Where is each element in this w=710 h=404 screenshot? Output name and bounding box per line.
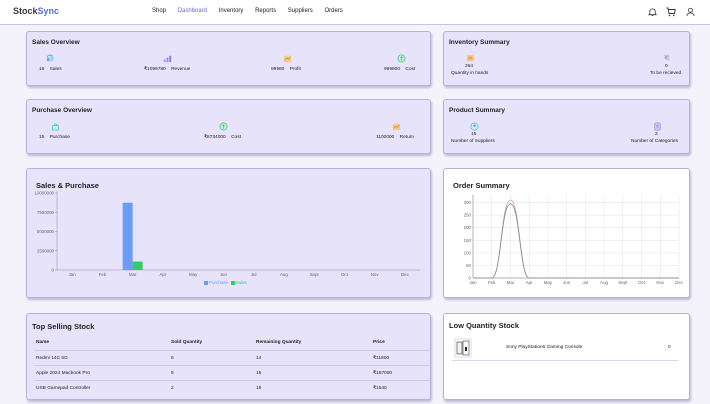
cart-icon[interactable] xyxy=(666,7,676,17)
bell-icon[interactable] xyxy=(648,7,657,17)
revenue-chart-icon xyxy=(163,55,172,63)
profit-icon xyxy=(283,55,292,63)
series-line-ordered xyxy=(473,199,679,279)
x-tick-label: May xyxy=(544,280,553,285)
x-tick-label: Sept xyxy=(618,280,628,285)
x-tick-label: Jul xyxy=(583,280,589,285)
x-tick-label: Jul xyxy=(251,272,257,277)
table-row[interactable]: USB Gamepad Controller 2 18 ₹1540 xyxy=(35,380,430,395)
bar-purchase xyxy=(122,202,133,270)
y-tick-label: 300 xyxy=(464,200,472,205)
legend-swatch-purchase xyxy=(204,280,208,285)
nav-link-suppliers[interactable]: Suppliers xyxy=(287,8,313,14)
purchase-bag-icon xyxy=(52,123,59,131)
order-summary-card: Order Summary Jan Feb Mar Apr May Jun Jul Aug Se… xyxy=(443,168,690,298)
x-tick-label: Oct xyxy=(341,272,349,277)
bar-sales xyxy=(132,261,143,270)
order-summary-chart: Jan Feb Mar Apr May Jun Jul Aug Sept Oct Nov Dec 0 50… xyxy=(464,195,684,285)
x-tick-label: Apr xyxy=(526,280,533,285)
nav-links: Shop Dashboard Inventory Reports Supplie… xyxy=(152,8,353,14)
product-summary-title: Product Summary xyxy=(449,107,505,114)
low-quantity-title: Low Quantity Stock xyxy=(449,321,520,330)
x-tick-label: Mar xyxy=(507,280,515,285)
nav-link-shop[interactable]: Shop xyxy=(152,8,167,14)
user-profile-icon[interactable] xyxy=(686,7,695,17)
y-tick-label: 5000000 xyxy=(37,229,55,234)
inventory-summary-title: Inventory Summary xyxy=(449,39,510,46)
sales-icon xyxy=(46,54,54,62)
y-tick-label: 100 xyxy=(464,250,472,255)
y-tick-label: 10000000 xyxy=(34,191,54,196)
legend-swatch-sales xyxy=(230,280,235,285)
nav-link-inventory[interactable]: Inventory xyxy=(218,8,244,14)
top-selling-title: Top Selling Stock xyxy=(32,322,95,331)
nav-link-reports[interactable]: Reports xyxy=(255,8,277,14)
y-tick-label: 50 xyxy=(466,263,471,268)
series-line-delivered xyxy=(473,203,679,279)
x-tick-label: Jan xyxy=(69,272,77,277)
categories-icon xyxy=(654,122,661,131)
y-tick-label: 7500000 xyxy=(37,210,55,215)
x-tick-label: Oct xyxy=(638,280,646,285)
x-tick-label: Apr xyxy=(159,272,166,277)
x-tick-label: Feb xyxy=(99,272,107,277)
sales-overview-title: Sales Overview xyxy=(32,39,80,46)
top-selling-stock-card: Top Selling Stock Name Sold Quantity Rem… xyxy=(26,313,431,400)
low-stock-item-name: Sony PlayStation5 Gaming Console xyxy=(506,345,583,350)
purchase-overview-card: Purchase Overview 15 Purchase ₹8734000 C… xyxy=(26,99,431,154)
brand-logo[interactable]: StockSync xyxy=(13,6,60,16)
product-summary-card: Product Summary 15 Number of Suppliers 3… xyxy=(443,99,690,154)
nav-link-dashboard[interactable]: Dashboard xyxy=(177,8,208,14)
purchase-overview-title: Purchase Overview xyxy=(32,107,92,114)
sales-purchase-title: Sales & Purchase xyxy=(36,181,99,190)
y-tick-label: 0 xyxy=(469,276,472,281)
x-tick-label: Dec xyxy=(675,280,684,285)
x-tick-label: Jan xyxy=(469,280,477,285)
y-tick-label: 2500000 xyxy=(37,248,55,253)
return-icon xyxy=(392,123,401,131)
sales-overview-card: Sales Overview 16 Sales ₹1099780 Revenue… xyxy=(26,31,431,86)
x-tick-label: Mar xyxy=(129,272,137,277)
table-row[interactable]: Apple 2024 Macbook Pro 5 15 ₹167000 xyxy=(35,365,430,380)
x-tick-label: May xyxy=(189,272,198,277)
list-item[interactable]: Sony PlayStation5 Gaming Console 0 xyxy=(452,337,678,361)
product-thumbnail xyxy=(454,338,472,358)
x-tick-label: Jun xyxy=(220,272,228,277)
to-be-received-icon xyxy=(663,54,670,61)
top-navbar: StockSync Shop Dashboard Inventory Repor… xyxy=(0,0,710,25)
nav-link-orders[interactable]: Orders xyxy=(324,8,343,14)
table-header: Name Sold Quantity Remaining Quantity Pr… xyxy=(36,340,385,345)
cost-icon xyxy=(219,122,228,131)
x-tick-label: Dec xyxy=(401,272,410,277)
cost-icon xyxy=(397,54,406,63)
nav-icons xyxy=(648,7,698,17)
suppliers-icon xyxy=(470,122,479,131)
y-tick-label: 250 xyxy=(464,213,472,218)
x-tick-label: Jun xyxy=(563,280,571,285)
quantity-icon xyxy=(466,54,475,62)
sales-purchase-card: Sales & Purchase 0 2500000 5000000 7500000 1… xyxy=(26,168,431,298)
x-tick-label: Sept xyxy=(310,272,320,277)
y-tick-label: 150 xyxy=(464,238,472,243)
y-tick-label: 0 xyxy=(52,268,55,273)
inventory-summary-card: Inventory Summary 264 Quantity in hands … xyxy=(443,31,690,86)
y-tick-label: 200 xyxy=(464,225,472,230)
sales-purchase-chart: 0 2500000 5000000 7500000 10000000 Jan Feb Mar A… xyxy=(34,191,420,277)
low-stock-item-qty: 0 xyxy=(668,345,671,350)
x-tick-label: Aug xyxy=(280,272,288,277)
table-row[interactable]: Redmi 14C 5G 6 14 ₹11800 xyxy=(35,350,430,365)
x-tick-label: Nov xyxy=(371,272,380,277)
x-tick-label: Feb xyxy=(488,280,496,285)
order-summary-title: Order Summary xyxy=(453,181,510,190)
x-tick-label: Aug xyxy=(600,280,608,285)
sales-purchase-legend: Purchase Sales xyxy=(204,280,247,285)
low-quantity-stock-card: Low Quantity Stock Sony PlayStation5 Gam… xyxy=(443,313,690,400)
x-tick-label: Nov xyxy=(656,280,665,285)
